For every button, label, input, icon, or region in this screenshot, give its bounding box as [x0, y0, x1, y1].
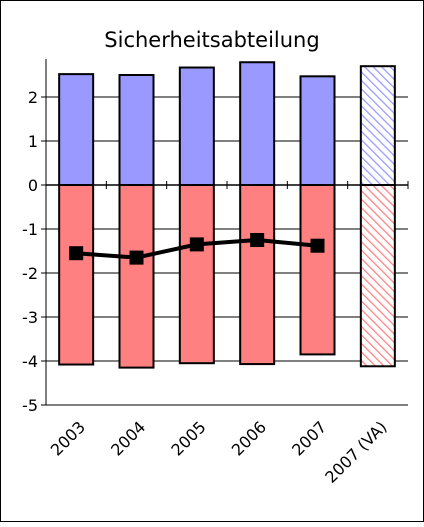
bar-positive-2004 — [118, 74, 155, 186]
trend-marker-2003 — [69, 246, 84, 261]
bar-negative-2006 — [239, 184, 276, 366]
y-tick-label--1: -1 — [22, 220, 38, 239]
y-tick-label--2: -2 — [22, 264, 38, 283]
y-tick-label-2: 2 — [28, 88, 38, 107]
trend-marker-2004 — [129, 250, 144, 265]
bar-positive-2006 — [239, 61, 276, 187]
y-tick-label--5: -5 — [22, 396, 38, 415]
y-tick-label--3: -3 — [22, 308, 38, 327]
y-tick-label-0: 0 — [28, 176, 38, 195]
bar-negative-2005 — [178, 184, 215, 365]
trend-marker-2005 — [189, 237, 204, 252]
bar-negative-2007 (VA) — [359, 184, 396, 368]
bar-negative-2003 — [58, 184, 95, 366]
gridlines — [46, 96, 408, 406]
y-tick-label--4: -4 — [22, 352, 38, 371]
bar-negative-2007 — [299, 184, 336, 356]
bar-positive-2007 — [299, 75, 336, 186]
axes — [41, 59, 409, 406]
bar-positive-2007 (VA) — [359, 65, 396, 186]
y-tick-labels: 2 1 0 -1 -2 -3 -4 -5 — [22, 88, 38, 415]
bar-positive-2005 — [178, 66, 215, 186]
trend-line — [69, 233, 325, 265]
trend-marker-2007 — [310, 238, 325, 253]
bar-negative-2004 — [118, 184, 155, 369]
bars — [58, 61, 396, 369]
chart-title: Sicherheitsabteilung — [104, 28, 319, 52]
trend-marker-2006 — [250, 233, 265, 247]
y-tick-label-1: 1 — [28, 132, 38, 151]
bar-positive-2003 — [58, 73, 95, 186]
